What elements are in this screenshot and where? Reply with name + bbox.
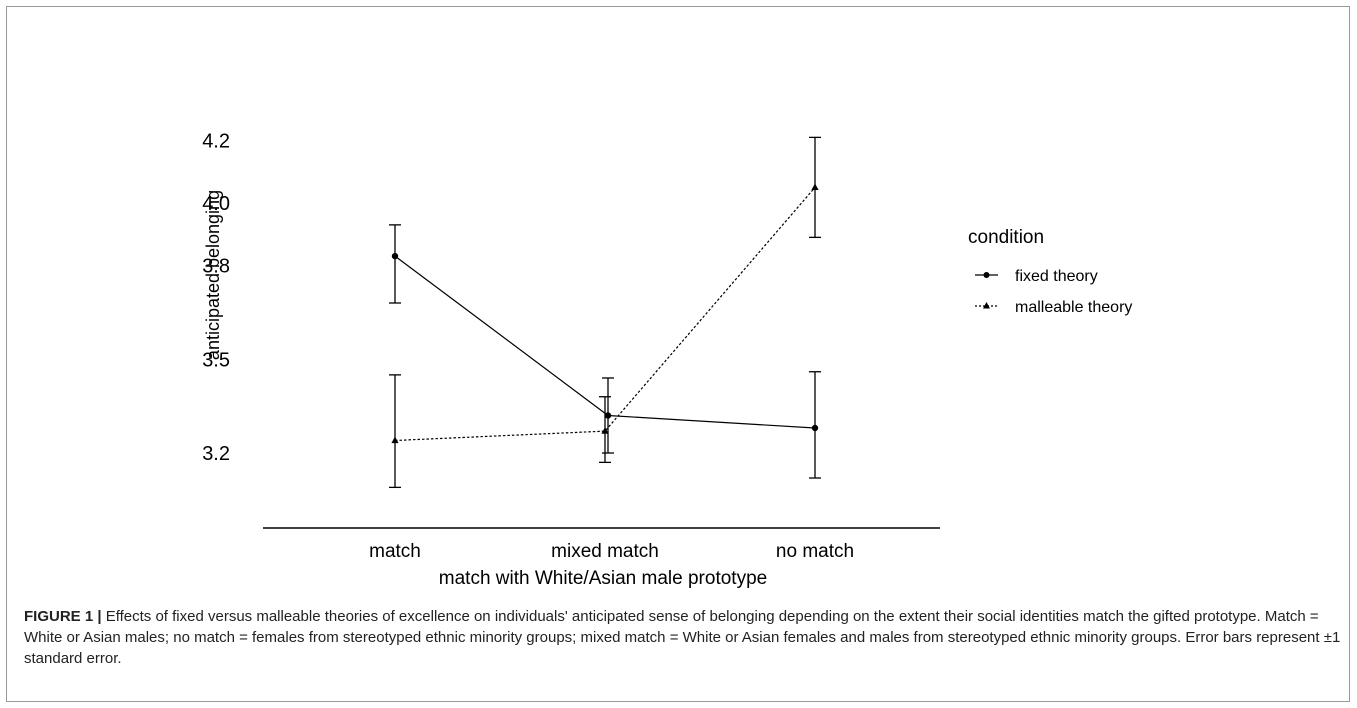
legend-item-fixed-theory: fixed theory <box>975 268 1098 285</box>
x-tick-label: mixed match <box>551 541 659 562</box>
legend: condition fixed theory malleable theory <box>968 227 1132 316</box>
y-tick-label: 4.0 <box>202 193 230 215</box>
series <box>389 136 821 489</box>
x-tick-labels: match mixed match no match <box>369 541 854 562</box>
y-tick-label: 3.2 <box>202 443 230 465</box>
chart: 3.2 3.5 3.8 4.0 4.2 anticipated belonging ma… <box>202 131 1132 590</box>
x-axis-label: match with White/Asian male prototype <box>439 568 767 589</box>
y-tick-label: 3.8 <box>202 256 230 278</box>
x-tick-label: no match <box>776 541 854 562</box>
legend-label-fixed-theory: fixed theory <box>1015 268 1098 285</box>
x-tick-label: match <box>369 541 421 562</box>
legend-label-malleable-theory: malleable theory <box>1015 299 1132 316</box>
data-point-fixed-theory <box>391 252 399 260</box>
data-point-fixed-theory <box>604 412 612 419</box>
caption-label: FIGURE 1 | <box>24 608 102 625</box>
y-tick-label: 3.5 <box>202 349 230 371</box>
y-tick-labels: 3.2 3.5 3.8 4.0 4.2 <box>202 131 230 466</box>
series-line-malleable-theory <box>394 186 816 442</box>
figure-frame <box>6 6 1350 702</box>
caption-text: Effects of fixed versus malleable theori… <box>24 608 1341 667</box>
y-tick-label: 4.2 <box>202 131 230 153</box>
data-point-malleable-theory <box>391 436 399 444</box>
legend-item-malleable-theory: malleable theory <box>975 299 1132 316</box>
data-point-malleable-theory <box>811 183 819 190</box>
data-point-fixed-theory <box>811 424 819 432</box>
legend-marker-malleable-theory <box>983 302 990 309</box>
legend-marker-fixed-theory <box>983 272 990 278</box>
figure-caption: FIGURE 1 | Effects of fixed versus malle… <box>24 606 1344 669</box>
y-axis-label: anticipated belonging <box>203 190 223 360</box>
data-point-malleable-theory <box>601 427 609 434</box>
legend-title: condition <box>968 227 1044 248</box>
